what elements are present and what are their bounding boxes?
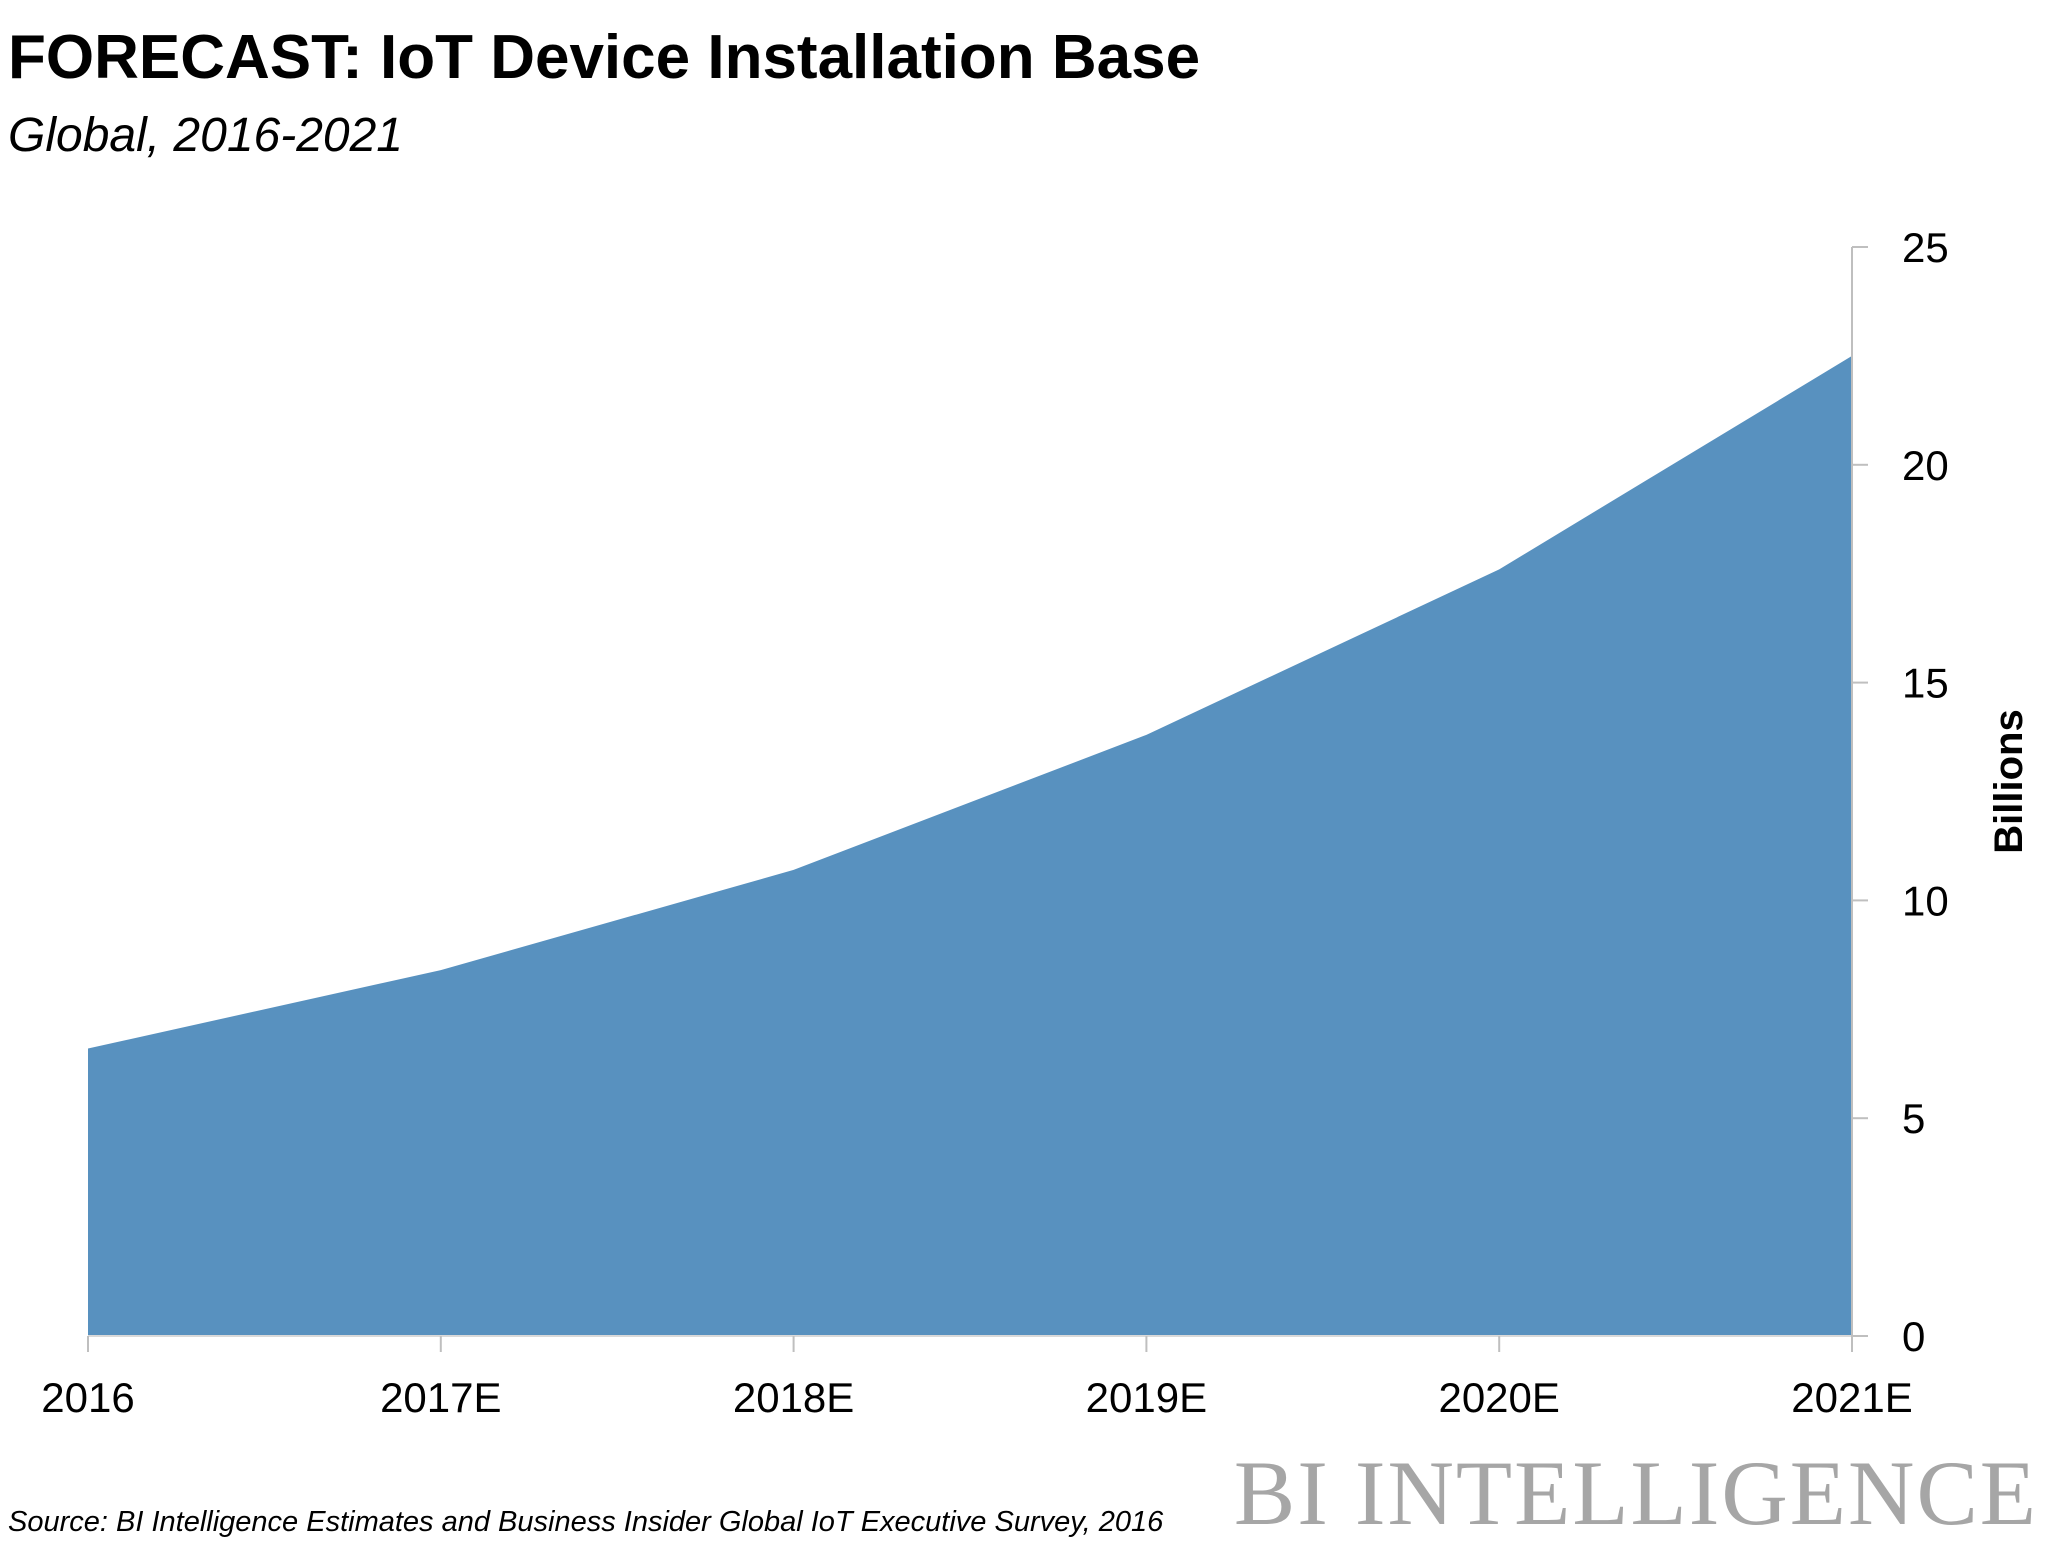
y-tick-label-5: 5	[1902, 1095, 1925, 1142]
x-tick-label-2017E: 2017E	[380, 1374, 501, 1421]
x-tick-label-2016: 2016	[41, 1374, 134, 1421]
y-tick-label-10: 10	[1902, 877, 1949, 924]
chart-subtitle: Global, 2016-2021	[8, 109, 403, 162]
y-tick-label-15: 15	[1902, 660, 1949, 707]
y-tick-label-20: 20	[1902, 442, 1949, 489]
source-note: Source: BI Intelligence Estimates and Bu…	[8, 1506, 1164, 1538]
brand-logo: BI INTELLIGENCE	[1233, 1442, 2038, 1544]
area-series	[88, 355, 1852, 1336]
x-tick-label-2018E: 2018E	[733, 1374, 854, 1421]
chart-title: FORECAST: IoT Device Installation Base	[8, 23, 1201, 92]
x-tick-label-2019E: 2019E	[1086, 1374, 1207, 1421]
x-tick-label-2021E: 2021E	[1791, 1374, 1912, 1421]
y-axis-title: Billions	[1987, 709, 2031, 853]
y-tick-label-0: 0	[1902, 1313, 1925, 1360]
x-tick-label-2020E: 2020E	[1438, 1374, 1559, 1421]
y-tick-label-25: 25	[1902, 224, 1949, 271]
